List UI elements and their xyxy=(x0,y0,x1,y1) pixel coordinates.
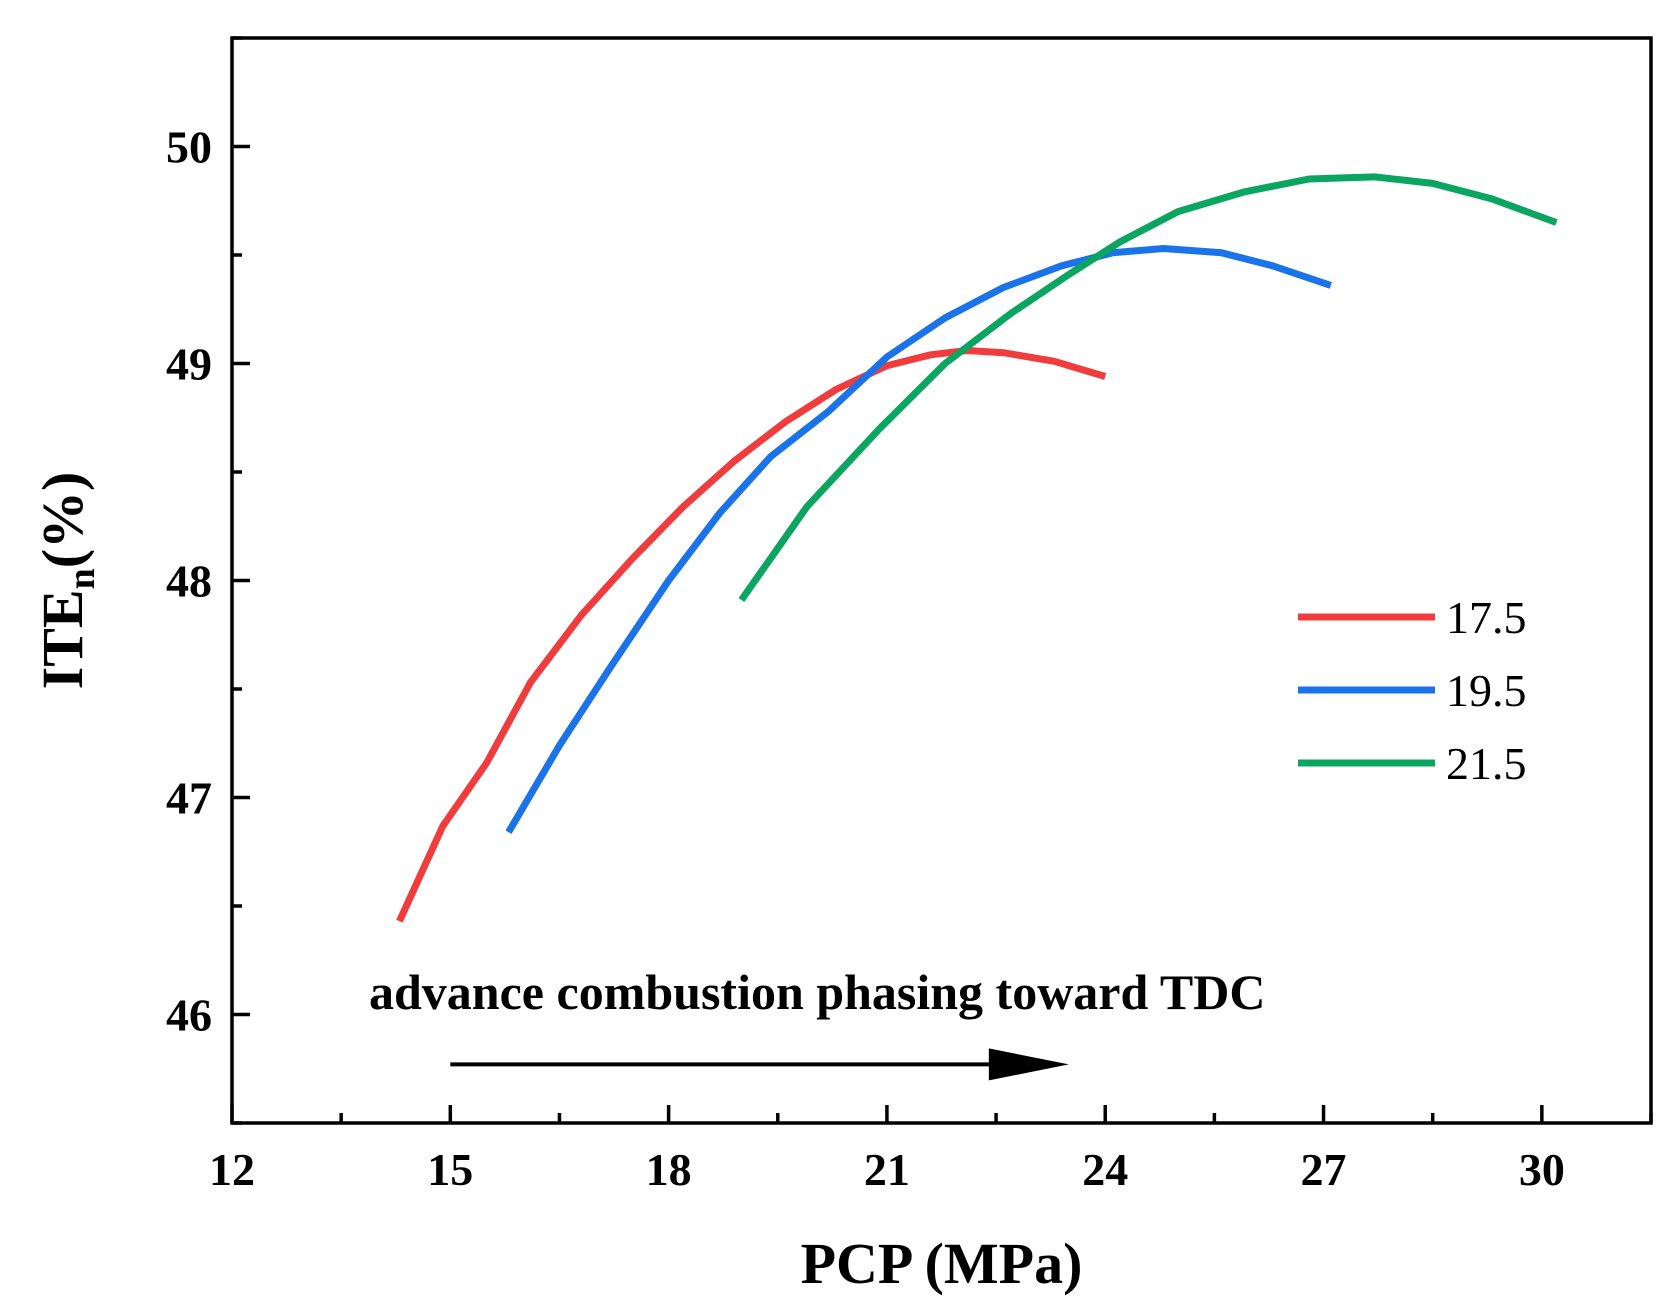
legend: 17.5 19.5 21.5 xyxy=(1298,592,1527,789)
series-line-17-5 xyxy=(396,347,1107,923)
x-tick-label: 21 xyxy=(864,1144,910,1195)
y-tick-label: 48 xyxy=(166,556,212,607)
tick-labels: 12 15 18 21 24 27 30 46 47 48 49 50 xyxy=(166,122,1565,1196)
x-tick-label: 15 xyxy=(427,1144,473,1195)
series-line-19-5 xyxy=(505,245,1332,834)
annotation-text: advance combustion phasing toward TDC xyxy=(369,964,1265,1020)
x-tick-label: 18 xyxy=(646,1144,692,1195)
tick-marks xyxy=(230,36,1653,1125)
x-tick-label: 12 xyxy=(209,1144,255,1195)
annotation: advance combustion phasing toward TDC xyxy=(369,964,1265,1081)
legend-label-17-5: 17.5 xyxy=(1446,592,1527,643)
y-tick-label: 49 xyxy=(166,339,212,390)
x-axis-title: PCP (MPa) xyxy=(801,1231,1083,1296)
plot-frame xyxy=(230,36,1653,1125)
legend-label-19-5: 19.5 xyxy=(1446,665,1527,716)
x-tick-label: 27 xyxy=(1301,1144,1347,1195)
y-tick-label: 46 xyxy=(166,990,212,1041)
plot-area: 12 15 18 21 24 27 30 46 47 48 49 50 xyxy=(166,36,1653,1196)
annotation-arrow-head xyxy=(988,1048,1069,1081)
y-axis-title-main: ITE xyxy=(30,589,95,689)
y-axis-title-unit: (%) xyxy=(30,472,95,569)
y-tick-label: 50 xyxy=(166,122,212,173)
x-tick-label: 30 xyxy=(1519,1144,1565,1195)
series-layer xyxy=(396,173,1558,923)
x-tick-label: 24 xyxy=(1082,1144,1128,1195)
y-axis-title-subscript: n xyxy=(61,568,103,589)
y-axis-title: ITEn(%) xyxy=(30,472,103,690)
y-tick-label: 47 xyxy=(166,773,212,824)
legend-label-21-5: 21.5 xyxy=(1446,738,1527,789)
series-line-21-5 xyxy=(738,173,1558,603)
